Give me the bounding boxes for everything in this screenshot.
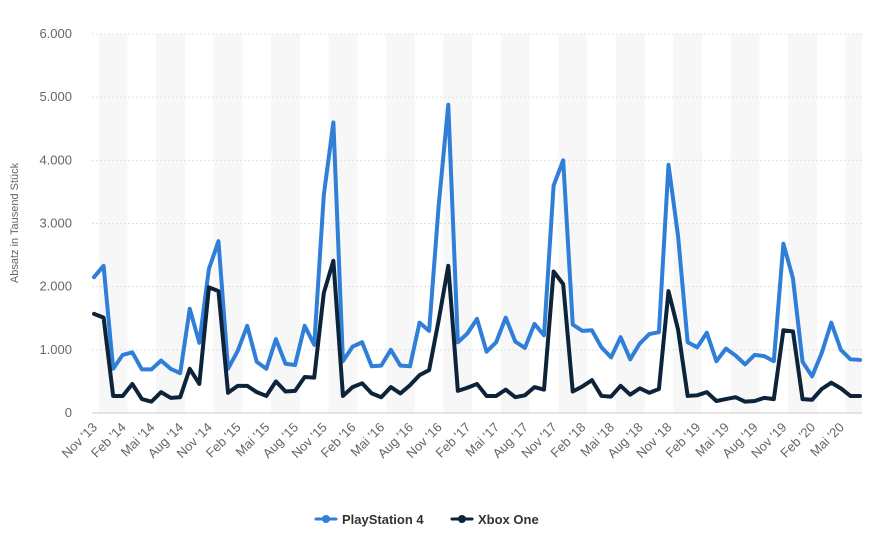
series-line-xbox-one [92,258,862,404]
gridlines [92,33,862,414]
y-tick-label: 3.000 [39,216,72,231]
y-axis-label: Absatz in Tausend Stück [9,162,21,283]
legend-item-playstation-4[interactable]: PlayStation 4 [314,512,424,527]
y-tick-label: 4.000 [39,152,72,167]
y-tick-label: 1.000 [39,342,72,357]
legend-label-xbox-one: Xbox One [478,512,539,527]
legend-marker-xbox-one [458,515,466,523]
series-line-playstation-4 [92,102,862,379]
y-tick-label: 5.000 [39,89,72,104]
legend-label-playstation-4: PlayStation 4 [342,512,424,527]
y-axis-tick-labels: 0 1.000 2.000 3.000 4.000 5.000 6.000 [39,26,72,420]
y-tick-label: 2.000 [39,279,72,294]
y-tick-label: 6.000 [39,26,72,41]
legend[interactable]: PlayStation 4 Xbox One [314,512,539,527]
legend-marker-playstation-4 [322,515,330,523]
y-tick-label: 0 [65,405,72,420]
series-lines [92,102,862,404]
legend-item-xbox-one[interactable]: Xbox One [450,512,539,527]
